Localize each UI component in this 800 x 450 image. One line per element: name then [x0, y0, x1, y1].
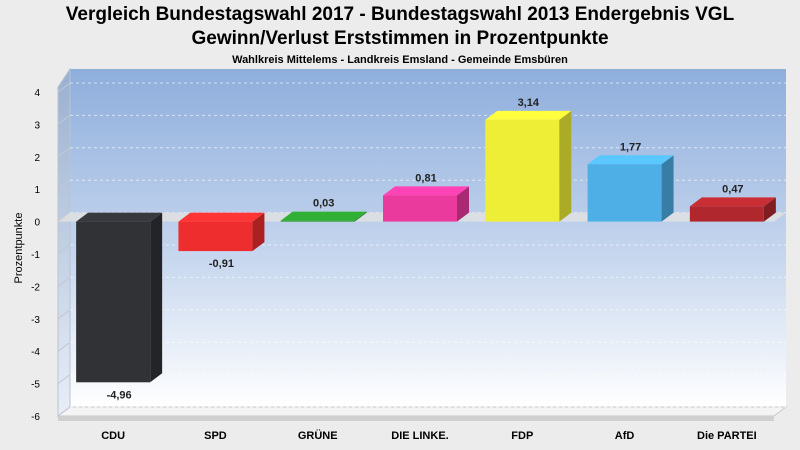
value-label: -0,91	[209, 258, 234, 270]
left-wall	[57, 67, 71, 417]
category-label: FDP	[511, 430, 533, 442]
bar-side	[763, 197, 776, 222]
y-tick-label: 0	[34, 218, 40, 229]
bar-side	[457, 186, 469, 222]
bar-side	[559, 110, 572, 222]
y-tick-label: -5	[31, 380, 40, 391]
y-tick-label: 3	[34, 120, 40, 131]
grid-line-wall	[57, 374, 71, 385]
grid-line-wall	[57, 115, 71, 125]
category-label: Die PARTEI	[697, 430, 757, 442]
grid-line-wall	[57, 276, 71, 287]
bar-top	[76, 212, 163, 222]
bar-gr-ne	[280, 211, 367, 222]
y-tick-label: -4	[31, 347, 40, 358]
y-tick-label: 1	[34, 185, 40, 196]
bar-side	[252, 212, 265, 252]
bar-side	[354, 211, 367, 222]
value-label: 0,03	[313, 198, 334, 210]
value-labels: -4,96 -0,91 0,03 0,81 3,14 1,77 0,47	[107, 97, 744, 401]
grid-line-wall	[57, 147, 71, 158]
category-label: CDU	[101, 430, 125, 442]
bar-front	[280, 220, 355, 222]
value-label: 0,81	[415, 172, 436, 184]
value-label: 3,14	[518, 97, 540, 109]
category-label: DIE LINKE.	[391, 430, 448, 442]
chart-title-line2: Gewinn/Verlust Erststimmen in Prozentpun…	[191, 28, 609, 49]
bar-top	[280, 211, 367, 221]
value-label: -4,96	[107, 389, 132, 401]
bar-die-linke-	[383, 186, 469, 222]
y-tick-label: -2	[31, 282, 40, 293]
bar-top	[178, 212, 265, 222]
y-tick-label: 2	[34, 153, 40, 164]
floor-edge	[58, 416, 774, 421]
bar-cdu	[76, 212, 163, 383]
bar-die-partei	[689, 197, 776, 222]
floor	[56, 406, 788, 417]
bar-top	[689, 197, 776, 207]
bars	[76, 110, 776, 383]
grid-line-wall	[57, 309, 71, 320]
bar-fdp	[485, 110, 572, 222]
y-tick-label: -6	[31, 412, 40, 423]
back-wall	[70, 69, 786, 407]
x-axis-categories: CDU SPD GRÜNE DIE LINKE. FDP AfD Die PARTEI	[101, 429, 756, 442]
bar-spd	[178, 212, 265, 252]
bar-top	[485, 110, 572, 120]
value-label: 0,47	[722, 183, 743, 195]
grid-line-wall	[57, 341, 71, 352]
bar-side	[661, 155, 674, 222]
chart-subtitle: Wahlkreis Mittelems - Landkreis Emsland …	[232, 54, 568, 66]
category-label: AfD	[615, 430, 635, 442]
grid-line-wall	[57, 179, 71, 190]
bar-front	[178, 221, 253, 252]
category-label: SPD	[204, 430, 227, 442]
y-tick-label: -3	[31, 315, 40, 326]
y-axis-ticks: 4 3 2 1 0 -1 -2 -3 -4 -5 -6	[31, 88, 40, 423]
grid-line-wall	[57, 406, 71, 417]
bar-front	[485, 119, 560, 222]
bar-front	[587, 164, 662, 222]
y-tick-label: 4	[34, 88, 40, 99]
grid-line-wall	[57, 82, 71, 93]
bar-front	[76, 221, 151, 383]
chart-title: Vergleich Bundestagswahl 2017 - Bundesta…	[65, 4, 735, 25]
bar-top	[383, 186, 469, 196]
y-axis-label: Prozentpunkte	[13, 213, 25, 284]
grid-line-wall	[57, 244, 71, 255]
bar-side	[150, 212, 163, 383]
y-tick-label: -1	[31, 250, 40, 261]
bar-front	[689, 206, 764, 222]
value-label: 1,77	[620, 141, 641, 153]
bar-afd	[587, 155, 674, 222]
bar-top	[587, 155, 674, 165]
category-label: GRÜNE	[298, 429, 338, 442]
bar-front	[383, 195, 457, 222]
